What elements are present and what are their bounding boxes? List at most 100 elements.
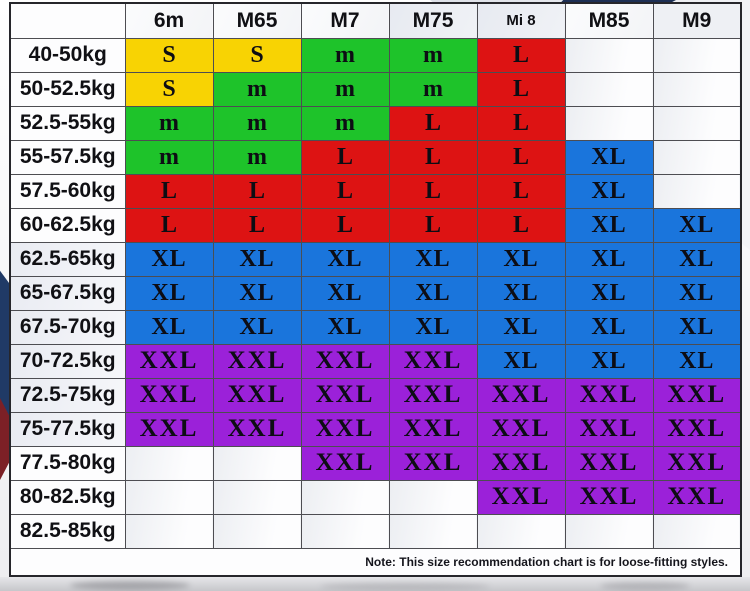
size-cell: XL (652, 275, 742, 311)
size-cell: XXL (300, 445, 390, 481)
size-cell: L (476, 37, 566, 73)
size-cell: XL (652, 309, 742, 345)
row-label: 55-57.5kg (9, 139, 126, 175)
size-cell (124, 479, 214, 515)
size-cell: XL (652, 241, 742, 277)
column-header-m75: M75 (388, 2, 478, 39)
size-cell: XL (652, 207, 742, 243)
size-cell: XL (564, 309, 654, 345)
column-header-6m: 6m (124, 2, 214, 39)
size-cell (652, 37, 742, 73)
size-cell (564, 37, 654, 73)
size-cell (212, 479, 302, 515)
size-cell: L (476, 207, 566, 243)
size-cell: XXL (300, 343, 390, 379)
size-cell: XXL (212, 377, 302, 413)
size-cell: XL (652, 343, 742, 379)
column-header-m7: M7 (300, 2, 390, 39)
size-cell: XXL (564, 411, 654, 447)
size-cell: XXL (388, 343, 478, 379)
size-cell: L (476, 105, 566, 141)
size-cell: L (212, 173, 302, 209)
size-cell: XL (300, 275, 390, 311)
size-cell: L (476, 139, 566, 175)
table-row: 57.5-60kg L L L L L XL (9, 173, 742, 209)
size-cell (652, 105, 742, 141)
table-row: 62.5-65kg XL XL XL XL XL XL XL (9, 241, 742, 277)
table-row: 52.5-55kg m m m L L (9, 105, 742, 141)
size-cell (212, 445, 302, 481)
size-cell (388, 479, 478, 515)
row-label: 62.5-65kg (9, 241, 126, 277)
size-cell (124, 513, 214, 549)
size-cell (564, 71, 654, 107)
background-smudge (600, 582, 690, 590)
size-cell: L (212, 207, 302, 243)
table-row: 80-82.5kg XXL XXL XXL (9, 479, 742, 515)
table-row: 72.5-75kg XXL XXL XXL XXL XXL XXL XXL (9, 377, 742, 413)
size-cell: XL (476, 343, 566, 379)
table-row: 67.5-70kg XL XL XL XL XL XL XL (9, 309, 742, 345)
background-bottom-band (0, 577, 750, 591)
size-cell: XXL (476, 479, 566, 515)
size-cell: XXL (564, 377, 654, 413)
size-cell: XXL (476, 411, 566, 447)
size-cell (476, 513, 566, 549)
size-cell: XXL (652, 479, 742, 515)
size-cell: L (476, 71, 566, 107)
row-label: 67.5-70kg (9, 309, 126, 345)
size-cell: XL (476, 309, 566, 345)
size-cell: XL (300, 309, 390, 345)
size-cell: XL (124, 275, 214, 311)
row-label: 75-77.5kg (9, 411, 126, 447)
size-cell: XL (212, 309, 302, 345)
size-cell: XXL (212, 411, 302, 447)
table-row: 77.5-80kg XXL XXL XXL XXL XXL (9, 445, 742, 481)
size-cell (564, 513, 654, 549)
size-cell: S (212, 37, 302, 73)
size-cell (300, 479, 390, 515)
column-header-m85: M85 (564, 2, 654, 39)
size-cell: m (300, 37, 390, 73)
header-row: 6m M65 M7 M75 Mi 8 M85 M9 (9, 2, 742, 39)
size-cell: XL (476, 275, 566, 311)
size-cell: S (124, 71, 214, 107)
size-cell: XXL (124, 411, 214, 447)
size-cell: XL (388, 275, 478, 311)
size-cell: L (388, 207, 478, 243)
size-cell: XL (300, 241, 390, 277)
size-cell: XXL (124, 343, 214, 379)
row-label: 57.5-60kg (9, 173, 126, 209)
size-cell: XXL (300, 411, 390, 447)
row-label: 82.5-85kg (9, 513, 126, 549)
size-cell: XXL (564, 445, 654, 481)
size-cell: S (124, 37, 214, 73)
size-cell: XL (212, 275, 302, 311)
size-cell: XXL (476, 377, 566, 413)
size-cell (652, 139, 742, 175)
column-header-mi-8: Mi 8 (476, 2, 566, 39)
row-label: 80-82.5kg (9, 479, 126, 515)
size-cell (212, 513, 302, 549)
size-cell (564, 105, 654, 141)
size-cell: XXL (652, 377, 742, 413)
corner-cell (9, 2, 126, 39)
row-label: 60-62.5kg (9, 207, 126, 243)
size-cell: XL (388, 241, 478, 277)
size-cell: XXL (388, 445, 478, 481)
size-cell: XL (564, 275, 654, 311)
size-cell: L (388, 105, 478, 141)
column-header-m65: M65 (212, 2, 302, 39)
row-label: 52.5-55kg (9, 105, 126, 141)
row-label: 72.5-75kg (9, 377, 126, 413)
size-cell: L (300, 173, 390, 209)
table-row: 70-72.5kg XXL XXL XXL XXL XL XL XL (9, 343, 742, 379)
size-cell: XXL (564, 479, 654, 515)
size-cell (388, 513, 478, 549)
size-cell: XL (564, 241, 654, 277)
size-cell: L (476, 173, 566, 209)
size-cell: XXL (652, 445, 742, 481)
